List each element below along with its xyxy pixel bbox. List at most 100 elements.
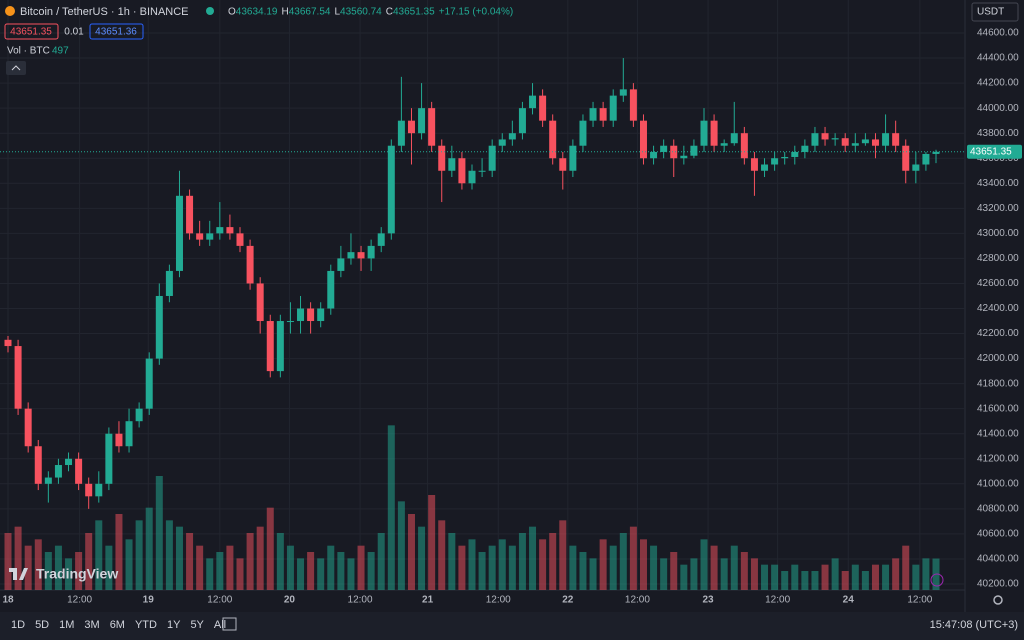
range-button[interactable]: 6M <box>110 619 125 631</box>
candle-body <box>629 89 637 121</box>
volume-bar <box>54 545 62 590</box>
candle-body <box>196 233 204 240</box>
candle-body <box>791 151 799 157</box>
ask-price: 43651.36 <box>95 27 137 38</box>
candle-body <box>932 151 940 154</box>
candle-body <box>680 155 688 159</box>
volume-bar <box>720 558 728 590</box>
market-status <box>206 7 214 15</box>
volume-bar <box>286 545 294 590</box>
x-tick-label: 12:00 <box>486 595 511 606</box>
y-tick-label: 43000.00 <box>977 228 1019 239</box>
collapse-button[interactable] <box>6 61 26 75</box>
volume-bar <box>761 564 769 590</box>
volume-bar <box>892 558 900 590</box>
x-tick-label: 12:00 <box>348 595 373 606</box>
candle-body <box>266 321 274 372</box>
ohlc-key: O <box>228 7 236 18</box>
date-range-icon[interactable] <box>222 617 237 631</box>
volume-bar <box>619 533 627 590</box>
candle-body <box>327 270 335 309</box>
candle-body <box>892 133 900 146</box>
settings-icon[interactable] <box>993 595 1003 605</box>
volume-bar <box>196 545 204 590</box>
volume-bar <box>216 552 224 590</box>
last-price-tag <box>967 144 1022 159</box>
volume-bar <box>165 520 173 590</box>
currency-box[interactable] <box>971 2 1019 22</box>
candle-body <box>367 245 375 259</box>
volume-bar <box>317 558 325 590</box>
volume-bar <box>801 571 809 590</box>
candle-body <box>4 339 12 347</box>
candle-body <box>861 139 869 144</box>
volume-bar <box>781 571 789 590</box>
volume-bar <box>851 564 859 590</box>
candle-body <box>54 465 62 478</box>
range-button[interactable]: YTD <box>135 619 157 631</box>
volume-bar <box>882 564 890 590</box>
candle-body <box>740 133 748 159</box>
candle-body <box>650 151 658 159</box>
range-button[interactable]: 3M <box>84 619 99 631</box>
candle-body <box>488 145 496 171</box>
change: +17.15 (+0.04%) <box>439 7 514 18</box>
volume-bar <box>297 558 305 590</box>
range-button[interactable]: 1Y <box>167 619 181 631</box>
range-button[interactable]: 5Y <box>190 619 204 631</box>
volume-bar <box>700 539 708 590</box>
symbol-title[interactable]: Bitcoin / TetherUS · 1h · BINANCE <box>20 6 189 18</box>
volume-bar <box>468 539 476 590</box>
volume-bar <box>276 533 284 590</box>
ohlc-key: C <box>386 7 393 18</box>
candle-body <box>912 164 920 171</box>
range-button[interactable]: 1D <box>11 619 25 631</box>
candle-body <box>831 138 839 140</box>
candle-body <box>811 133 819 146</box>
bid-box[interactable] <box>4 23 59 40</box>
y-tick-label: 42200.00 <box>977 328 1019 339</box>
candle-body <box>761 164 769 171</box>
range-button[interactable]: 5D <box>35 619 49 631</box>
volume-bar <box>246 533 254 590</box>
candle-body <box>276 321 284 372</box>
volume-bar <box>599 539 607 590</box>
x-tick-label: 18 <box>2 595 14 606</box>
currency: USDT <box>977 7 1004 18</box>
range-button[interactable]: All <box>214 619 226 631</box>
volume-bar <box>448 533 456 590</box>
candle-body <box>730 133 738 144</box>
coin-icon <box>5 6 15 16</box>
y-tick-label: 40600.00 <box>977 529 1019 540</box>
candle-body <box>448 158 456 171</box>
volume-bar <box>559 520 567 590</box>
candle-body <box>529 95 537 109</box>
candle-body <box>438 145 446 171</box>
y-tick-label: 40200.00 <box>977 579 1019 590</box>
candle-body <box>841 138 849 146</box>
candle-body <box>871 139 879 146</box>
volume-bar <box>508 545 516 590</box>
volume-bar <box>549 533 557 590</box>
y-tick-label: 43800.00 <box>977 128 1019 139</box>
volume-bar <box>418 526 426 590</box>
range-button[interactable]: 1M <box>59 619 74 631</box>
volume-bar <box>861 571 869 590</box>
alert-icon[interactable] <box>930 573 944 587</box>
volume-bar <box>912 564 920 590</box>
volume-bar <box>902 545 910 590</box>
x-tick-label: 22 <box>562 595 574 606</box>
volume-bar <box>34 539 42 590</box>
volume-bar <box>407 514 415 590</box>
volume-bar <box>24 545 32 590</box>
volume-bar <box>740 552 748 590</box>
logo-icon <box>9 568 28 580</box>
volume-bar <box>175 526 183 590</box>
candle-body <box>468 170 476 184</box>
ask-box[interactable] <box>89 23 144 40</box>
candle-body <box>569 145 577 171</box>
x-tick-label: 23 <box>702 595 714 606</box>
volume-bar <box>660 558 668 590</box>
candle-body <box>498 139 506 146</box>
